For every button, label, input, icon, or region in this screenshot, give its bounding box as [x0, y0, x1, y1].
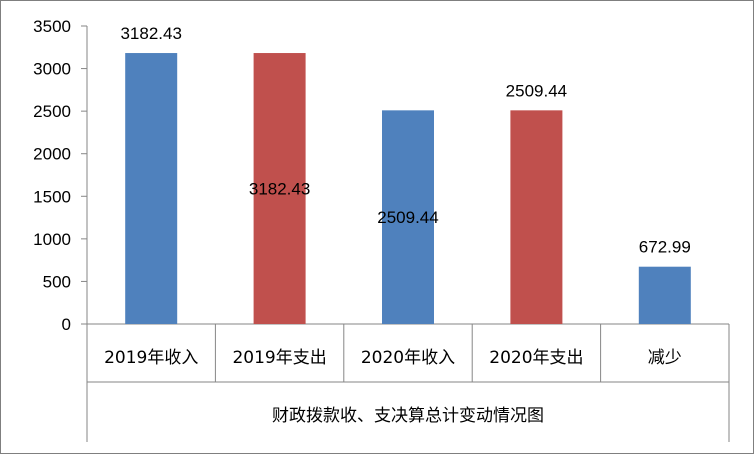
- y-tick-label: 3000: [33, 60, 71, 79]
- y-tick-label: 1000: [33, 230, 71, 249]
- x-axis-title: 财政拨款收、支决算总计变动情况图: [272, 406, 544, 426]
- category-label: 2020年支出: [489, 348, 583, 368]
- y-tick-label: 3500: [33, 17, 71, 36]
- data-labels: 3182.43 3182.43 2509.44 2509.44 672.99: [120, 24, 690, 257]
- y-tick-label: 2500: [33, 102, 71, 121]
- bar: [510, 110, 563, 324]
- data-label: 2509.44: [377, 208, 438, 227]
- category-label: 2019年收入: [104, 348, 198, 368]
- category-label: 2020年收入: [361, 348, 455, 368]
- y-tick-label: 0: [62, 315, 71, 334]
- category-label: 减少: [648, 348, 682, 368]
- y-tick-label: 1500: [33, 187, 71, 206]
- category-label: 2019年支出: [232, 348, 326, 368]
- bar: [382, 110, 434, 324]
- data-label: 672.99: [639, 238, 691, 257]
- y-tick-label: 2000: [33, 145, 71, 164]
- bar: [253, 53, 306, 324]
- axes: 0 500 1000 1500 2000 2500 3000 3500 2019年收入 2019年…: [33, 17, 730, 442]
- bars: [125, 53, 691, 324]
- data-label: 2509.44: [506, 81, 567, 100]
- data-label: 3182.43: [120, 24, 181, 43]
- data-label: 3182.43: [249, 180, 310, 199]
- bar: [638, 266, 691, 324]
- bar: [125, 53, 178, 324]
- y-tick-label: 500: [43, 272, 71, 291]
